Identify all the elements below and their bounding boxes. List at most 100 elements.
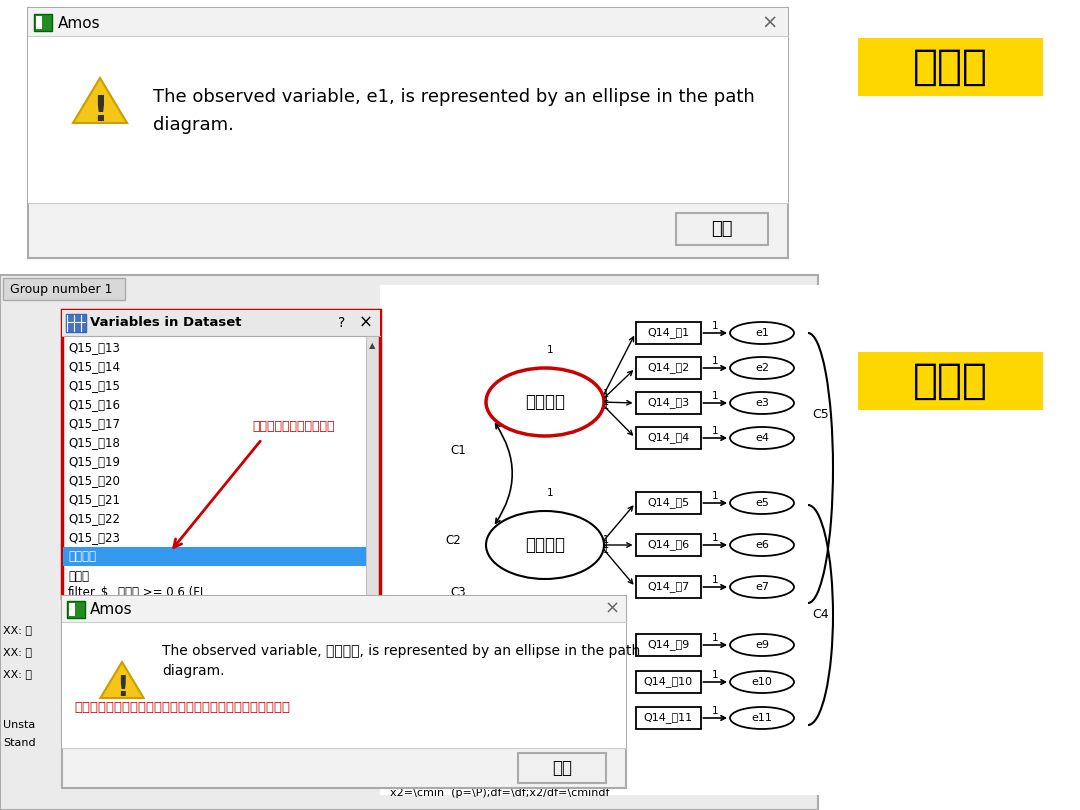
Text: 1: 1 [712, 706, 718, 716]
Text: 潜变量是不存在的，因此它的名称不能使用数据集中的变量名: 潜变量是不存在的，因此它的名称不能使用数据集中的变量名 [75, 701, 291, 714]
Text: e7: e7 [755, 582, 769, 592]
Text: Q15_行19: Q15_行19 [68, 455, 120, 468]
Text: Variables in Dataset: Variables in Dataset [90, 317, 242, 330]
Text: Q14_行11: Q14_行11 [644, 713, 692, 723]
Text: 系统质量: 系统质量 [525, 393, 565, 411]
Text: Q14_行1: Q14_行1 [647, 327, 689, 339]
Text: 1: 1 [603, 389, 609, 399]
Text: 1: 1 [546, 345, 553, 355]
Ellipse shape [730, 392, 794, 414]
FancyBboxPatch shape [28, 8, 788, 258]
Text: e3: e3 [755, 398, 769, 408]
FancyBboxPatch shape [62, 310, 380, 598]
Text: 1: 1 [603, 401, 609, 411]
Ellipse shape [730, 576, 794, 598]
Polygon shape [100, 662, 144, 698]
FancyBboxPatch shape [635, 357, 701, 379]
Text: Q15_行18: Q15_行18 [68, 436, 120, 449]
Text: e5: e5 [755, 498, 769, 508]
Text: Q14_行9: Q14_行9 [647, 640, 689, 650]
FancyBboxPatch shape [69, 603, 75, 616]
Text: 潜变量和显变量名称冲突: 潜变量和显变量名称冲突 [252, 420, 335, 433]
Text: Q15_行13: Q15_行13 [68, 341, 120, 354]
Text: Q15_行20: Q15_行20 [68, 474, 120, 487]
Text: Q14_行10: Q14_行10 [644, 676, 692, 688]
Text: 标准差: 标准差 [68, 569, 89, 582]
Text: 内容质量: 内容质量 [525, 536, 565, 554]
Text: | Model: | Model [495, 773, 536, 783]
Text: 1: 1 [712, 533, 718, 543]
Text: diagram.: diagram. [153, 116, 234, 134]
FancyBboxPatch shape [635, 492, 701, 514]
Text: 1: 1 [712, 670, 718, 680]
Text: XX: 值: XX: 值 [3, 669, 32, 679]
FancyBboxPatch shape [366, 336, 378, 598]
Text: C4: C4 [812, 608, 828, 621]
Text: 标准差 >= 0.6 (FI: 标准差 >= 0.6 (FI [118, 586, 203, 599]
Text: 1: 1 [712, 633, 718, 643]
Text: e9: e9 [755, 640, 769, 650]
Text: ×: × [761, 14, 779, 32]
Text: C2: C2 [445, 534, 461, 547]
Text: 系统质量: 系统质量 [68, 550, 96, 563]
Text: 确定: 确定 [552, 759, 572, 777]
FancyBboxPatch shape [858, 352, 1043, 410]
Text: Amos: Amos [58, 16, 100, 32]
Text: 1: 1 [712, 356, 718, 366]
Text: Q14_行5: Q14_行5 [647, 497, 689, 509]
FancyBboxPatch shape [518, 753, 606, 783]
Text: fication: fication [495, 760, 537, 770]
Text: Q14_行7: Q14_行7 [647, 582, 689, 592]
Text: e4: e4 [755, 433, 769, 443]
Text: Q14_行2: Q14_行2 [647, 363, 689, 373]
Text: Unsta: Unsta [3, 720, 36, 730]
FancyBboxPatch shape [635, 427, 701, 449]
Text: 1: 1 [712, 321, 718, 331]
FancyBboxPatch shape [676, 213, 768, 245]
FancyBboxPatch shape [66, 314, 86, 332]
FancyBboxPatch shape [858, 38, 1043, 96]
Text: filter_$: filter_$ [68, 586, 109, 599]
Text: 1: 1 [603, 397, 609, 407]
FancyBboxPatch shape [635, 576, 701, 598]
Text: 情况二: 情况二 [913, 360, 988, 402]
Text: Q14_行4: Q14_行4 [647, 433, 689, 443]
FancyBboxPatch shape [0, 275, 818, 810]
Text: Q15_行23: Q15_行23 [68, 531, 120, 544]
FancyBboxPatch shape [62, 596, 626, 788]
FancyBboxPatch shape [28, 8, 788, 203]
Ellipse shape [730, 427, 794, 449]
Text: 1: 1 [712, 426, 718, 436]
Text: C1: C1 [450, 444, 465, 457]
Ellipse shape [730, 534, 794, 556]
Text: XX: 名: XX: 名 [3, 625, 32, 635]
Polygon shape [73, 78, 127, 123]
Text: 1: 1 [603, 535, 609, 545]
Text: e10: e10 [752, 677, 772, 687]
Text: x2=\cmin  (p=\P);df=\df;x2/df=\cmindf: x2=\cmin (p=\P);df=\df;x2/df=\cmindf [390, 788, 609, 798]
FancyBboxPatch shape [67, 601, 85, 618]
Text: !: ! [92, 94, 108, 128]
Text: 确定: 确定 [712, 220, 732, 238]
FancyBboxPatch shape [33, 14, 52, 31]
Text: e6: e6 [755, 540, 769, 550]
Text: 1: 1 [712, 391, 718, 401]
Text: Q15_行15: Q15_行15 [68, 379, 120, 392]
Text: e2: e2 [755, 363, 769, 373]
Ellipse shape [730, 707, 794, 729]
Ellipse shape [486, 368, 604, 436]
FancyBboxPatch shape [36, 16, 42, 29]
Ellipse shape [730, 634, 794, 656]
Text: XX: 量: XX: 量 [3, 647, 32, 657]
Text: Q15_行14: Q15_行14 [68, 360, 120, 373]
Text: 1: 1 [603, 393, 609, 403]
Ellipse shape [730, 671, 794, 693]
Text: ×: × [605, 600, 620, 618]
Text: ?: ? [338, 316, 346, 330]
Text: 1: 1 [712, 575, 718, 585]
Text: e11: e11 [752, 713, 772, 723]
Text: Stand: Stand [3, 738, 36, 748]
Ellipse shape [486, 511, 604, 579]
FancyBboxPatch shape [635, 634, 701, 656]
Text: Amos: Amos [90, 603, 133, 617]
